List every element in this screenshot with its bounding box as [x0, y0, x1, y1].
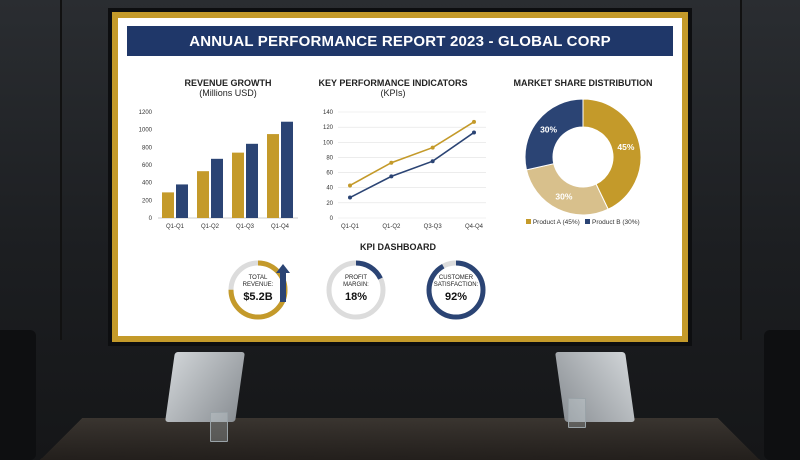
- line-point: [348, 183, 352, 188]
- wall-seam: [740, 0, 742, 340]
- bar: [232, 152, 244, 218]
- market-donut-chart: 45% 30% 30%: [524, 98, 642, 216]
- revenue-heading: REVENUE GROWTH (Millions USD): [184, 78, 272, 98]
- donut-label: 30%: [555, 192, 572, 202]
- revenue-bar-chart: 0 200 400 600 800 1000 1200 Q1-Q1 Q1-Q2 Q1-Q3 Q1-Q…: [139, 110, 298, 230]
- up-arrow-icon: [276, 264, 290, 302]
- bar-y-tick: 800: [142, 145, 153, 151]
- water-glass: [210, 412, 228, 442]
- bar: [281, 121, 293, 218]
- water-glass: [568, 398, 586, 428]
- legend-swatch-b: [585, 219, 591, 224]
- gauge-label: CUSTOMER: [439, 275, 474, 281]
- line-x-tick: Q4-Q4: [465, 224, 484, 230]
- line-y-tick: 140: [323, 110, 334, 116]
- line-y-tick: 80: [326, 155, 333, 161]
- bar: [267, 134, 279, 218]
- line-point: [472, 130, 476, 135]
- chair: [764, 330, 800, 460]
- bar: [162, 192, 174, 218]
- bar-x-tick: Q1-Q1: [166, 224, 185, 230]
- display-screen: ANNUAL PERFORMANCE REPORT 2023 - GLOBAL …: [118, 18, 682, 336]
- legend-swatch-a: [526, 219, 531, 224]
- line-y-tick: 120: [323, 125, 334, 131]
- line-point: [389, 160, 394, 165]
- donut-slice: [525, 163, 609, 216]
- line-series: [349, 121, 475, 187]
- bar-x-tick: Q1-Q3: [236, 224, 255, 230]
- line-point: [348, 195, 352, 200]
- legend-item-a: Product A (45%): [532, 219, 580, 226]
- bar-y-tick: 1000: [139, 128, 153, 134]
- donut-label: 45%: [617, 142, 634, 152]
- legend-item-b: Product B (30%): [592, 219, 640, 226]
- donut-label: 30%: [540, 125, 557, 135]
- bar-x-tick: Q1-Q4: [271, 224, 290, 230]
- conference-table: [40, 418, 760, 460]
- line-x-tick: Q1-Q1: [341, 224, 360, 230]
- line-x-tick: Q3-Q3: [424, 224, 443, 230]
- line-y-tick: 0: [330, 216, 334, 222]
- kpi-line-chart: 0 20 40 60 80 100 120 140 Q1-Q1 Q1-Q2 Q3-Q3 Q4-Q4: [323, 110, 486, 230]
- bar: [176, 184, 188, 218]
- market-legend: Product A (45%) Product B (30%): [526, 219, 640, 226]
- report-title: ANNUAL PERFORMANCE REPORT 2023 - GLOBAL …: [127, 26, 673, 56]
- bar-y-tick: 200: [142, 198, 153, 204]
- donut-slice: [524, 98, 584, 171]
- market-heading: MARKET SHARE DISTRIBUTION: [513, 78, 653, 88]
- line-point: [430, 145, 435, 150]
- gauge-label: MARGIN:: [343, 282, 369, 288]
- chair: [0, 330, 36, 460]
- line-series: [349, 131, 475, 199]
- line-point: [430, 159, 435, 164]
- line-x-tick: Q1-Q2: [382, 224, 401, 230]
- gauge-label: REVENUE:: [243, 282, 274, 288]
- bar-y-tick: 0: [149, 216, 153, 222]
- donut-slice: [582, 98, 642, 210]
- bar: [211, 158, 223, 218]
- line-y-tick: 40: [326, 186, 333, 192]
- bar: [197, 171, 209, 218]
- kpi-heading: KEY PERFORMANCE INDICATORS (KPIs): [318, 78, 468, 98]
- gauge-arc: [426, 260, 486, 320]
- line-y-tick: 100: [323, 140, 334, 146]
- gauge-arc: [326, 260, 386, 320]
- bar-y-tick: 400: [142, 181, 153, 187]
- gauge-label: SATISFACTION:: [434, 282, 479, 288]
- wall-seam: [60, 0, 62, 340]
- gauge-label: PROFIT: [345, 275, 367, 281]
- gauge-label: TOTAL: [249, 275, 268, 281]
- gauge-value: 18%: [345, 291, 367, 303]
- line-point: [472, 119, 476, 124]
- line-y-tick: 60: [326, 171, 333, 177]
- laptop: [165, 352, 245, 422]
- gauge-value: $5.2B: [243, 291, 272, 303]
- bar-x-tick: Q1-Q2: [201, 224, 220, 230]
- bar-y-tick: 1200: [139, 110, 153, 116]
- gauge-value: 92%: [445, 291, 467, 303]
- line-y-tick: 20: [326, 201, 333, 207]
- line-point: [389, 174, 394, 179]
- bar: [246, 143, 258, 218]
- dashboard-heading: KPI DASHBOARD: [359, 242, 436, 252]
- bar-y-tick: 600: [142, 163, 153, 169]
